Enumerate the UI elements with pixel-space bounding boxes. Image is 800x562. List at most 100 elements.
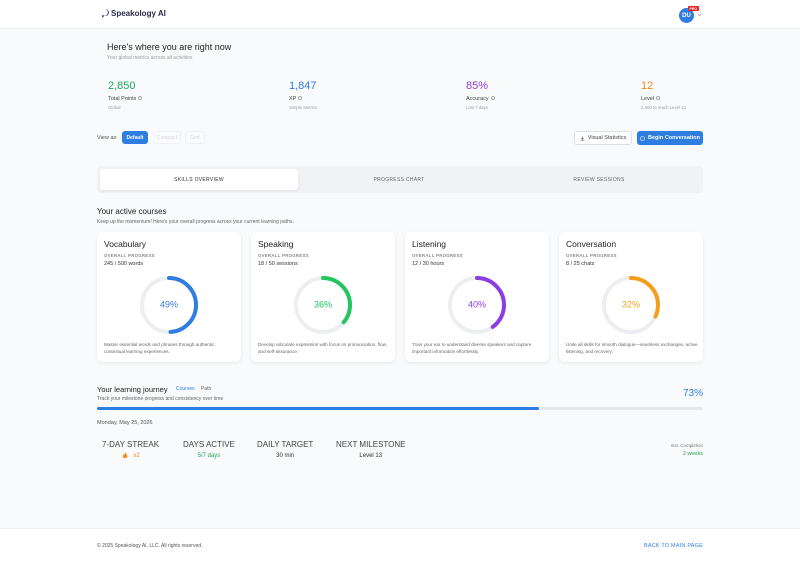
metric-value: 85%	[466, 80, 489, 92]
course-title: Vocabulary	[104, 239, 147, 249]
metric-label: Accuracy	[466, 96, 495, 102]
button-label: Begin Conversation	[648, 135, 700, 141]
label-text: XP	[289, 96, 297, 102]
progress-label: OVERALL PROGRESS	[258, 253, 309, 258]
course-amount: 12 / 30 hours	[412, 261, 445, 267]
course-card[interactable]: Speaking OVERALL PROGRESS 18 / 50 sessions…	[251, 232, 395, 362]
course-description: Develop articulate expression with focus…	[258, 342, 387, 354]
metric-note: Simple Metrics	[289, 105, 318, 110]
course-amount: 8 / 25 chats	[566, 261, 595, 267]
download-icon	[580, 136, 585, 141]
stat-value: Level 13	[359, 453, 383, 459]
visual-statistics-button[interactable]: Visual Statistics	[574, 131, 632, 145]
metric-label: Total Points	[108, 96, 143, 102]
stat: NEXT MILESTONE Level 13	[336, 440, 406, 459]
progress-ring: 32%	[602, 276, 660, 334]
progress-ring: 36%	[294, 276, 352, 334]
course-amount: 245 / 500 words	[104, 261, 144, 267]
stat-value: 30 min	[276, 453, 295, 459]
info-icon[interactable]	[138, 96, 143, 100]
metric-note: Global	[108, 105, 121, 110]
view-option[interactable]: Default	[122, 131, 148, 144]
journey-tab[interactable]: Courses	[176, 386, 195, 392]
label-text: Total Points	[108, 96, 137, 102]
course-description: Master essential words and phrases throu…	[104, 342, 216, 354]
course-title: Conversation	[566, 239, 617, 249]
stat-value: x2	[133, 453, 140, 459]
copyright: © 2025 Speakology AI, LLC. All rights re…	[97, 543, 203, 549]
overview-title: Here's where you are right now	[107, 42, 232, 52]
logo-icon	[102, 9, 109, 18]
courses-title: Your active courses	[97, 207, 167, 216]
ring-arc	[602, 276, 660, 334]
back-link[interactable]: BACK TO MAIN PAGE	[643, 543, 703, 549]
metric-value: 12	[641, 80, 654, 92]
stat: DAILY TARGET 30 min	[257, 440, 313, 459]
brand[interactable]: Speakology AI	[111, 9, 166, 18]
avatar[interactable]: DU	[679, 8, 694, 23]
label-text: Level	[641, 96, 655, 102]
metric-label: Level	[641, 96, 661, 102]
course-card[interactable]: Listening OVERALL PROGRESS 12 / 30 hours 40…	[405, 232, 549, 362]
stat-label: NEXT MILESTONE	[336, 440, 406, 449]
progress-ring: 49%	[140, 276, 198, 334]
progress-label: OVERALL PROGRESS	[412, 253, 463, 258]
stat: DAYS ACTIVE 5/7 days	[183, 440, 235, 459]
progress-ring: 40%	[448, 276, 506, 334]
stat-label: DAYS ACTIVE	[183, 440, 235, 449]
ring-arc	[140, 276, 198, 334]
view-as-label: View as:	[97, 135, 118, 141]
courses-subtitle: Keep up the momentum! Here's your overal…	[97, 219, 294, 225]
view-option[interactable]: Compact	[153, 131, 181, 144]
stat-value: 5/7 days	[197, 453, 221, 459]
chat-icon	[640, 135, 645, 141]
tab[interactable]: PROGRESS CHART	[373, 176, 425, 183]
footer	[0, 528, 800, 562]
chevron[interactable]	[697, 13, 702, 17]
info-icon[interactable]	[298, 96, 303, 100]
journey-percent: 73%	[682, 388, 703, 399]
completion-label: Est. Completion	[671, 443, 703, 448]
metric-note: Last 7 days	[466, 105, 488, 110]
journey-tab[interactable]: Path	[201, 386, 212, 392]
metric-value: 2,850	[108, 80, 136, 92]
stat-label: DAILY TARGET	[257, 440, 314, 449]
course-title: Listening	[412, 239, 447, 249]
info-icon[interactable]	[656, 96, 661, 100]
overview-subtitle: Your global metrics across all activitie…	[107, 55, 193, 61]
course-description: Train your ear to understand diverse spe…	[412, 342, 532, 354]
completion-value: 2 weeks	[682, 451, 703, 457]
ring-label: 40%	[468, 299, 486, 309]
begin-conversation-button[interactable]: Begin Conversation	[637, 131, 703, 145]
progress-track	[97, 407, 703, 410]
tab[interactable]: REVIEW SESSIONS	[573, 176, 625, 183]
course-description: Unite all skills for smooth dialogue—sea…	[566, 342, 698, 354]
pro-badge: PRO	[688, 6, 699, 11]
metric-value: 1,847	[289, 80, 317, 92]
view-option[interactable]: Grid	[185, 131, 205, 144]
ring-label: 49%	[160, 299, 178, 309]
info-icon[interactable]	[490, 96, 495, 100]
ring-label: 36%	[314, 299, 332, 309]
progress-label: OVERALL PROGRESS	[104, 253, 155, 258]
tab[interactable]: SKILLS OVERVIEW	[100, 169, 298, 190]
course-card[interactable]: Vocabulary OVERALL PROGRESS 245 / 500 word…	[97, 232, 241, 362]
stat: 7-DAY STREAK x2	[102, 440, 159, 459]
label-text: Accuracy	[466, 96, 489, 102]
metric-note: 2,600 to reach Level 13	[641, 105, 686, 110]
course-title: Speaking	[258, 239, 294, 249]
flame-icon	[122, 452, 128, 459]
ring-arc	[294, 276, 352, 334]
course-amount: 18 / 50 sessions	[258, 261, 298, 267]
stat-label: 7-DAY STREAK	[102, 440, 160, 449]
journey-subtitle: Track your milestone progress and consis…	[97, 396, 224, 402]
header	[0, 0, 800, 29]
progress-fill	[97, 407, 540, 410]
journey-date: Monday, May 25, 2026	[97, 420, 153, 426]
metric-label: XP	[289, 96, 303, 102]
journey-title: Your learning journey	[97, 385, 168, 394]
ring-label: 32%	[622, 299, 640, 309]
course-card[interactable]: Conversation OVERALL PROGRESS 8 / 25 chats…	[559, 232, 703, 362]
ring-arc	[448, 276, 506, 334]
